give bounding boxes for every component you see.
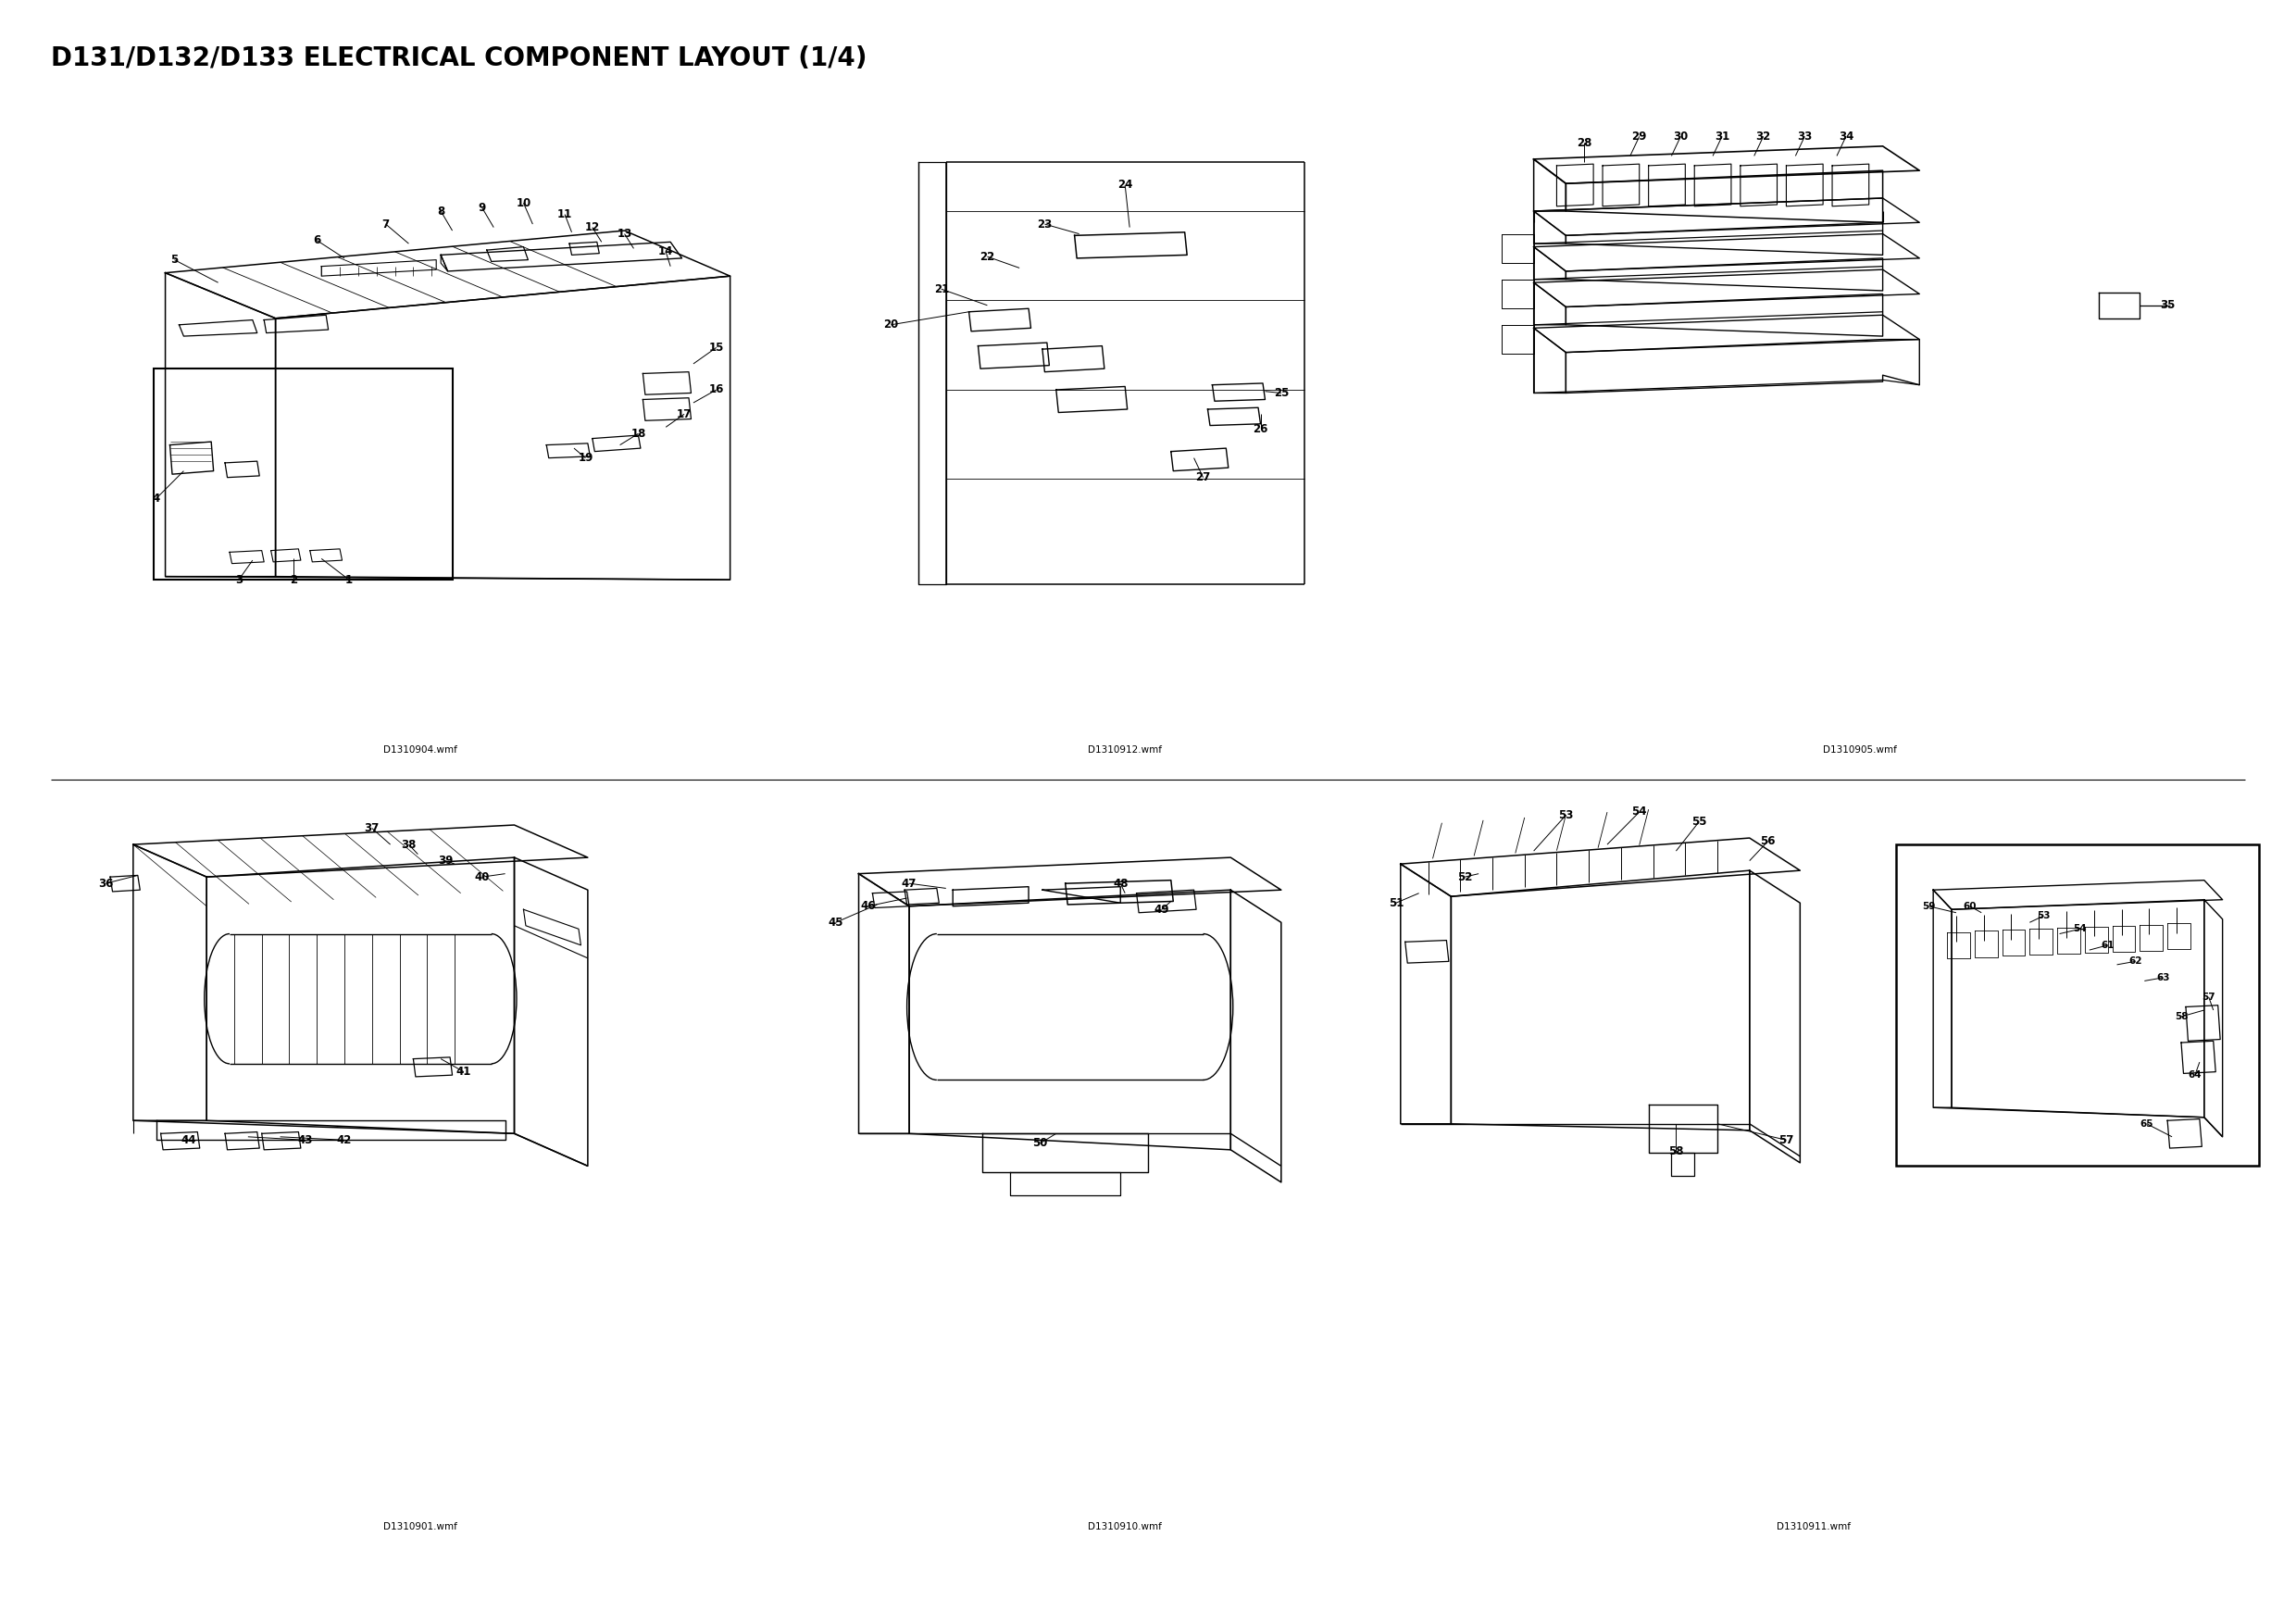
- Text: 21: 21: [934, 283, 948, 296]
- Text: 15: 15: [709, 341, 723, 354]
- Text: 4: 4: [152, 492, 161, 505]
- Text: 29: 29: [1632, 130, 1646, 143]
- Text: 12: 12: [585, 221, 599, 234]
- Text: 31: 31: [1715, 130, 1729, 143]
- Text: 59: 59: [1922, 901, 1936, 911]
- Text: D1310910.wmf: D1310910.wmf: [1088, 1522, 1162, 1531]
- Text: 18: 18: [631, 427, 645, 440]
- Text: 11: 11: [558, 208, 572, 221]
- Text: 52: 52: [1458, 870, 1472, 883]
- Text: 19: 19: [579, 451, 592, 464]
- Text: 34: 34: [1839, 130, 1853, 143]
- Text: 22: 22: [980, 250, 994, 263]
- Bar: [154, 369, 452, 580]
- Text: 63: 63: [2156, 973, 2170, 983]
- Text: 23: 23: [1038, 218, 1052, 231]
- Text: 57: 57: [2202, 992, 2216, 1002]
- Text: 49: 49: [1155, 903, 1169, 916]
- Text: 7: 7: [381, 218, 390, 231]
- Text: 8: 8: [436, 205, 445, 218]
- Text: 57: 57: [1779, 1134, 1793, 1147]
- Text: 26: 26: [1254, 422, 1267, 435]
- Text: 53: 53: [1559, 809, 1573, 822]
- Text: 5: 5: [170, 253, 179, 266]
- Text: 53: 53: [2037, 911, 2050, 921]
- Text: 47: 47: [902, 877, 916, 890]
- Text: 24: 24: [1118, 179, 1132, 192]
- Text: 27: 27: [1196, 471, 1210, 484]
- Text: D1310904.wmf: D1310904.wmf: [383, 745, 457, 755]
- Bar: [1896, 844, 2259, 1166]
- Text: 20: 20: [884, 318, 898, 331]
- Text: 17: 17: [677, 408, 691, 421]
- Text: D1310905.wmf: D1310905.wmf: [1823, 745, 1896, 755]
- Text: 25: 25: [1274, 387, 1288, 400]
- Text: 2: 2: [289, 573, 298, 586]
- Text: 58: 58: [2174, 1012, 2188, 1021]
- Text: 36: 36: [99, 877, 113, 890]
- Text: 65: 65: [2140, 1119, 2154, 1129]
- Text: D1310911.wmf: D1310911.wmf: [1777, 1522, 1851, 1531]
- Text: 32: 32: [1756, 130, 1770, 143]
- Text: 35: 35: [2161, 299, 2174, 312]
- Text: 43: 43: [298, 1134, 312, 1147]
- Text: 60: 60: [1963, 901, 1977, 911]
- Text: 56: 56: [1761, 835, 1775, 848]
- Text: 30: 30: [1674, 130, 1688, 143]
- Text: 44: 44: [181, 1134, 195, 1147]
- Text: 40: 40: [475, 870, 489, 883]
- Text: 6: 6: [312, 234, 321, 247]
- Text: D1310912.wmf: D1310912.wmf: [1088, 745, 1162, 755]
- Text: D1310901.wmf: D1310901.wmf: [383, 1522, 457, 1531]
- Text: 54: 54: [1632, 806, 1646, 818]
- Text: 61: 61: [2101, 940, 2115, 950]
- Text: 39: 39: [439, 854, 452, 867]
- Text: D131/D132/D133 ELECTRICAL COMPONENT LAYOUT (1/4): D131/D132/D133 ELECTRICAL COMPONENT LAYO…: [51, 45, 866, 71]
- Text: 38: 38: [402, 838, 416, 851]
- Text: 58: 58: [1669, 1145, 1683, 1158]
- Text: 46: 46: [861, 900, 875, 913]
- Text: 54: 54: [2073, 924, 2087, 934]
- Text: 28: 28: [1577, 136, 1591, 149]
- Text: 50: 50: [1033, 1137, 1047, 1150]
- Text: 3: 3: [234, 573, 243, 586]
- Text: 48: 48: [1114, 877, 1127, 890]
- Text: 45: 45: [829, 916, 843, 929]
- Text: 13: 13: [618, 227, 631, 240]
- Text: 10: 10: [517, 197, 530, 209]
- Text: 37: 37: [365, 822, 379, 835]
- Text: 41: 41: [457, 1065, 471, 1078]
- Text: 16: 16: [709, 383, 723, 396]
- Text: 55: 55: [1692, 815, 1706, 828]
- Text: 51: 51: [1389, 896, 1403, 909]
- Text: 14: 14: [659, 245, 673, 258]
- Text: 64: 64: [2188, 1070, 2202, 1080]
- Text: 33: 33: [1798, 130, 1812, 143]
- Text: 9: 9: [478, 201, 487, 214]
- Text: 42: 42: [338, 1134, 351, 1147]
- Text: 1: 1: [344, 573, 354, 586]
- Text: 62: 62: [2128, 957, 2142, 966]
